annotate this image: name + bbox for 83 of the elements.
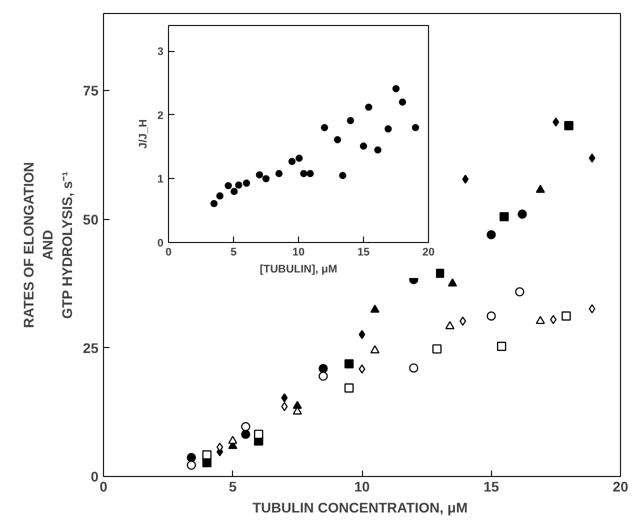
point: [448, 278, 458, 286]
point: [210, 200, 218, 208]
x-tick-label: 0: [165, 246, 172, 258]
point: [241, 422, 250, 432]
point: [235, 181, 242, 189]
point: [409, 363, 418, 373]
point: [392, 85, 400, 92]
point: [318, 372, 328, 381]
point: [262, 175, 270, 182]
point: [358, 364, 366, 374]
point: [318, 364, 328, 374]
point: [281, 402, 288, 412]
y-tick-label: 3: [157, 46, 164, 58]
point: [242, 180, 250, 187]
point: [434, 268, 444, 278]
y-tick-label: 0: [90, 468, 99, 484]
point: [339, 172, 346, 180]
point: [254, 430, 264, 439]
point: [256, 171, 264, 178]
y-tick-label: 0: [157, 238, 164, 250]
point: [360, 142, 368, 150]
x-tick-label: 10: [292, 246, 305, 258]
point: [186, 460, 196, 470]
point: [445, 321, 454, 330]
point: [296, 154, 303, 162]
point: [320, 124, 328, 132]
y-axis-title: J/J_H: [137, 119, 150, 149]
point: [202, 450, 212, 460]
point: [562, 311, 571, 321]
point: [275, 170, 283, 178]
point: [288, 158, 296, 166]
point: [412, 124, 420, 132]
y-tick-label: 75: [82, 82, 99, 99]
point: [281, 393, 288, 402]
point: [384, 125, 392, 132]
point: [370, 345, 380, 354]
point: [536, 316, 545, 324]
x-tick-label: 15: [357, 246, 370, 258]
x-tick-label: 15: [483, 478, 500, 494]
point: [588, 304, 596, 314]
point: [588, 153, 596, 163]
point: [486, 311, 496, 321]
y-tick-label: 2: [157, 110, 164, 122]
point: [398, 98, 406, 106]
point: [228, 436, 238, 444]
point: [224, 182, 232, 190]
x-tick-label: 5: [230, 246, 237, 258]
point: [486, 230, 496, 240]
x-tick-label: 20: [612, 478, 628, 494]
point: [300, 170, 308, 178]
point: [460, 316, 466, 326]
point: [496, 342, 506, 351]
x-axis-title: [TUBULIN], μM: [260, 264, 338, 276]
point: [334, 136, 342, 144]
point: [216, 192, 224, 200]
x-tick-label: 20: [422, 246, 435, 258]
point: [550, 314, 557, 324]
y-tick-label: 25: [82, 340, 99, 356]
point: [358, 330, 366, 340]
x-tick-label: 5: [228, 478, 237, 494]
point: [186, 452, 196, 462]
y-tick-label: 50: [82, 211, 99, 228]
point: [536, 184, 545, 193]
x-axis-title: TUBULIN CONCENTRATION, μM: [252, 500, 468, 516]
point: [344, 359, 354, 368]
y-axis-title: RATES OF ELONGATION AND GTP HYDROLYSIS, s⁻¹: [20, 162, 75, 328]
point: [432, 344, 442, 354]
point: [515, 287, 524, 296]
point: [230, 188, 238, 196]
point: [374, 146, 382, 154]
point: [241, 430, 250, 439]
y-tick-label: 1: [157, 174, 164, 186]
point: [370, 304, 380, 313]
x-tick-label: 10: [354, 478, 370, 494]
point: [552, 117, 560, 127]
point: [462, 174, 469, 184]
point: [344, 383, 354, 393]
point: [500, 212, 509, 222]
point: [518, 210, 527, 219]
point: [346, 117, 354, 124]
point: [564, 121, 574, 130]
point: [306, 170, 314, 178]
point: [365, 104, 372, 111]
